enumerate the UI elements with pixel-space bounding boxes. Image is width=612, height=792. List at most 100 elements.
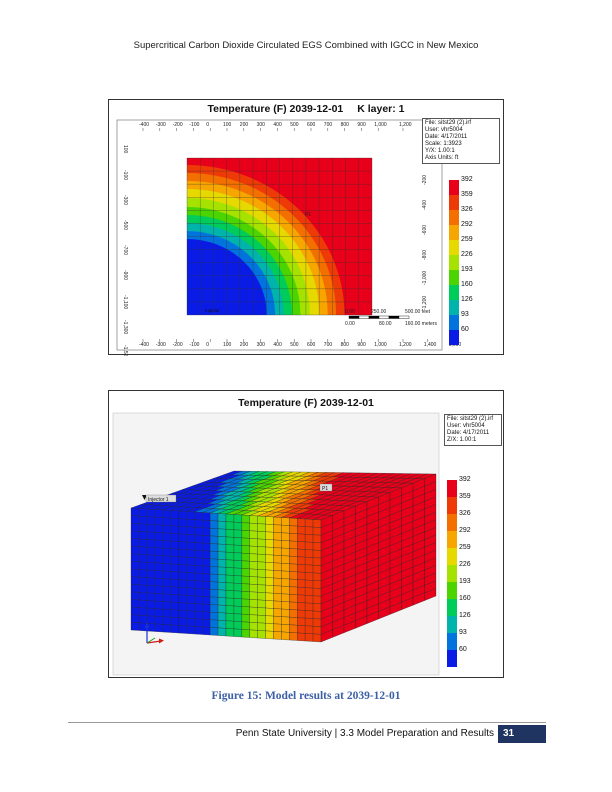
front-cell xyxy=(178,548,187,558)
legend-entry: 226 xyxy=(449,251,489,270)
front-cell xyxy=(249,522,258,532)
front-cell xyxy=(217,589,227,599)
legend-value: 126 xyxy=(461,296,473,303)
legend-entry: 160 xyxy=(449,281,489,300)
x-tick-label-bottom: 900 xyxy=(357,342,366,348)
front-cell xyxy=(130,622,140,631)
front-cell xyxy=(202,542,211,552)
figure-1-info-box: File: sitst29 (2).irf User: vhr5004 Date: … xyxy=(422,118,500,164)
front-cell xyxy=(194,549,203,559)
figure-1-title: Temperature (F) 2039-12-01 K layer: 1 xyxy=(109,103,503,115)
front-cell xyxy=(162,555,171,565)
legend-entry: 326 xyxy=(449,206,489,225)
front-cell xyxy=(210,528,219,537)
front-cell xyxy=(202,527,211,537)
front-cell xyxy=(305,518,314,528)
front-cell xyxy=(273,577,282,587)
front-cell xyxy=(202,619,211,628)
front-cell xyxy=(289,624,298,634)
front-cell xyxy=(130,515,140,524)
front-cell xyxy=(186,518,195,528)
front-cell xyxy=(146,516,155,525)
legend-swatch xyxy=(449,285,459,300)
front-cell xyxy=(154,623,163,633)
figure2-line: File: sitst29 (2).irf xyxy=(447,416,494,422)
front-cell xyxy=(162,570,171,580)
front-cell xyxy=(273,585,282,594)
front-cell xyxy=(273,516,282,526)
front-cell xyxy=(210,550,219,560)
front-cell xyxy=(265,607,274,617)
front-cell xyxy=(170,617,179,626)
front-cell xyxy=(146,615,155,625)
scale-label-meters: 160.00 meters xyxy=(405,321,437,327)
front-cell xyxy=(265,562,274,571)
front-cell xyxy=(257,592,266,601)
legend-entry: 259 xyxy=(449,236,489,255)
front-cell xyxy=(225,612,235,622)
scale-bar-segment xyxy=(398,315,410,319)
front-cell xyxy=(265,539,274,548)
front-cell xyxy=(130,530,140,540)
front-cell xyxy=(170,540,179,550)
front-cell xyxy=(225,521,235,530)
front-cell xyxy=(170,594,179,603)
legend-value: 326 xyxy=(459,510,471,517)
figure2-line: User: vhr5004 xyxy=(447,423,485,429)
front-cell xyxy=(265,630,274,640)
front-cell xyxy=(186,541,195,551)
front-cell xyxy=(170,601,179,611)
front-cell xyxy=(281,540,290,549)
front-cell xyxy=(257,576,266,586)
legend-swatch xyxy=(449,240,459,255)
front-cell xyxy=(146,607,155,617)
front-cell xyxy=(210,604,219,613)
front-cell xyxy=(305,534,314,543)
front-cell xyxy=(273,631,282,640)
front-cell xyxy=(257,538,266,548)
front-cell xyxy=(146,554,155,564)
front-cell xyxy=(265,623,274,632)
front-cell xyxy=(202,519,211,529)
front-cell xyxy=(225,529,235,538)
front-cell xyxy=(217,612,227,621)
front-cell xyxy=(297,556,306,565)
figure1-line: Y/X: 1.00:1 xyxy=(425,148,455,154)
front-cell xyxy=(210,581,219,590)
front-cell xyxy=(170,571,179,580)
front-cell xyxy=(233,544,242,554)
front-cell xyxy=(233,613,242,622)
front-cell xyxy=(257,546,266,555)
front-cell xyxy=(130,561,140,570)
front-cell xyxy=(241,613,250,623)
injector-label-box xyxy=(145,494,177,503)
front-cell xyxy=(312,626,322,635)
front-cell xyxy=(162,616,171,626)
front-cell xyxy=(281,616,290,625)
x-tick-label-top: 600 xyxy=(307,122,316,128)
front-cell xyxy=(178,510,187,520)
y-tick-label-left: -100 xyxy=(122,170,128,180)
front-cell xyxy=(186,549,195,558)
front-cell xyxy=(233,605,242,615)
front-cell xyxy=(281,563,290,572)
front-cell xyxy=(289,578,298,588)
front-cell xyxy=(233,598,242,607)
figure1-line: Axis Units: ft xyxy=(425,155,459,161)
front-cell xyxy=(138,561,147,571)
legend-swatch xyxy=(449,255,459,270)
front-cell xyxy=(194,588,203,597)
front-cell xyxy=(162,593,171,603)
front-cell xyxy=(217,543,227,553)
front-cell xyxy=(297,541,306,550)
legend-swatch xyxy=(447,582,457,599)
legend-swatch xyxy=(447,531,457,548)
front-cell xyxy=(186,587,195,597)
front-cell xyxy=(312,603,322,612)
scale-bar-segment xyxy=(378,315,390,319)
front-cell xyxy=(305,595,314,604)
front-cell xyxy=(194,511,203,521)
legend-value: 126 xyxy=(459,612,471,619)
front-cell xyxy=(210,543,219,552)
front-cell xyxy=(225,536,235,546)
